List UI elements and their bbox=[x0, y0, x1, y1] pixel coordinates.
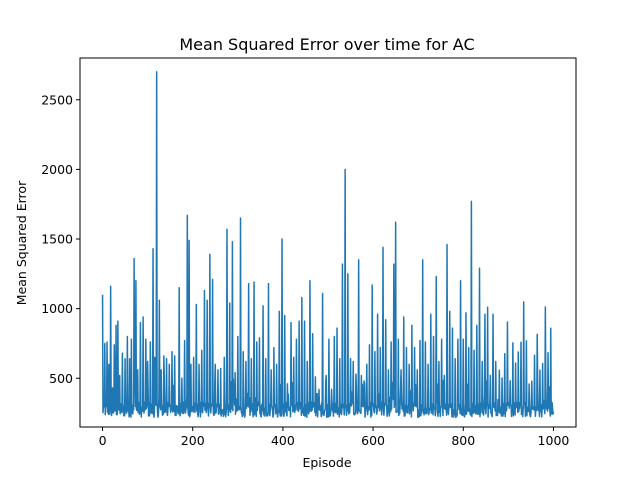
plot-area bbox=[101, 71, 555, 418]
series-line bbox=[101, 71, 555, 418]
x-tick-label: 200 bbox=[181, 433, 205, 448]
x-axis: 0 200 400 600 800 1000 bbox=[99, 427, 570, 448]
y-axis: 500 1000 1500 2000 2500 bbox=[41, 92, 80, 386]
x-tick-label: 800 bbox=[451, 433, 475, 448]
y-axis-label: Mean Squared Error bbox=[14, 180, 29, 305]
x-tick-label: 600 bbox=[361, 433, 385, 448]
x-tick-label: 1000 bbox=[538, 433, 570, 448]
chart-title: Mean Squared Error over time for AC bbox=[179, 35, 474, 54]
x-axis-label: Episode bbox=[302, 455, 351, 470]
y-tick-label: 500 bbox=[49, 371, 73, 386]
x-tick-label: 400 bbox=[271, 433, 295, 448]
x-tick-label: 0 bbox=[99, 433, 107, 448]
y-tick-label: 2500 bbox=[41, 92, 73, 107]
axes-frame bbox=[79, 57, 577, 428]
y-tick-label: 2000 bbox=[41, 162, 73, 177]
y-tick-label: 1000 bbox=[41, 301, 73, 316]
y-tick-label: 1500 bbox=[41, 232, 73, 247]
